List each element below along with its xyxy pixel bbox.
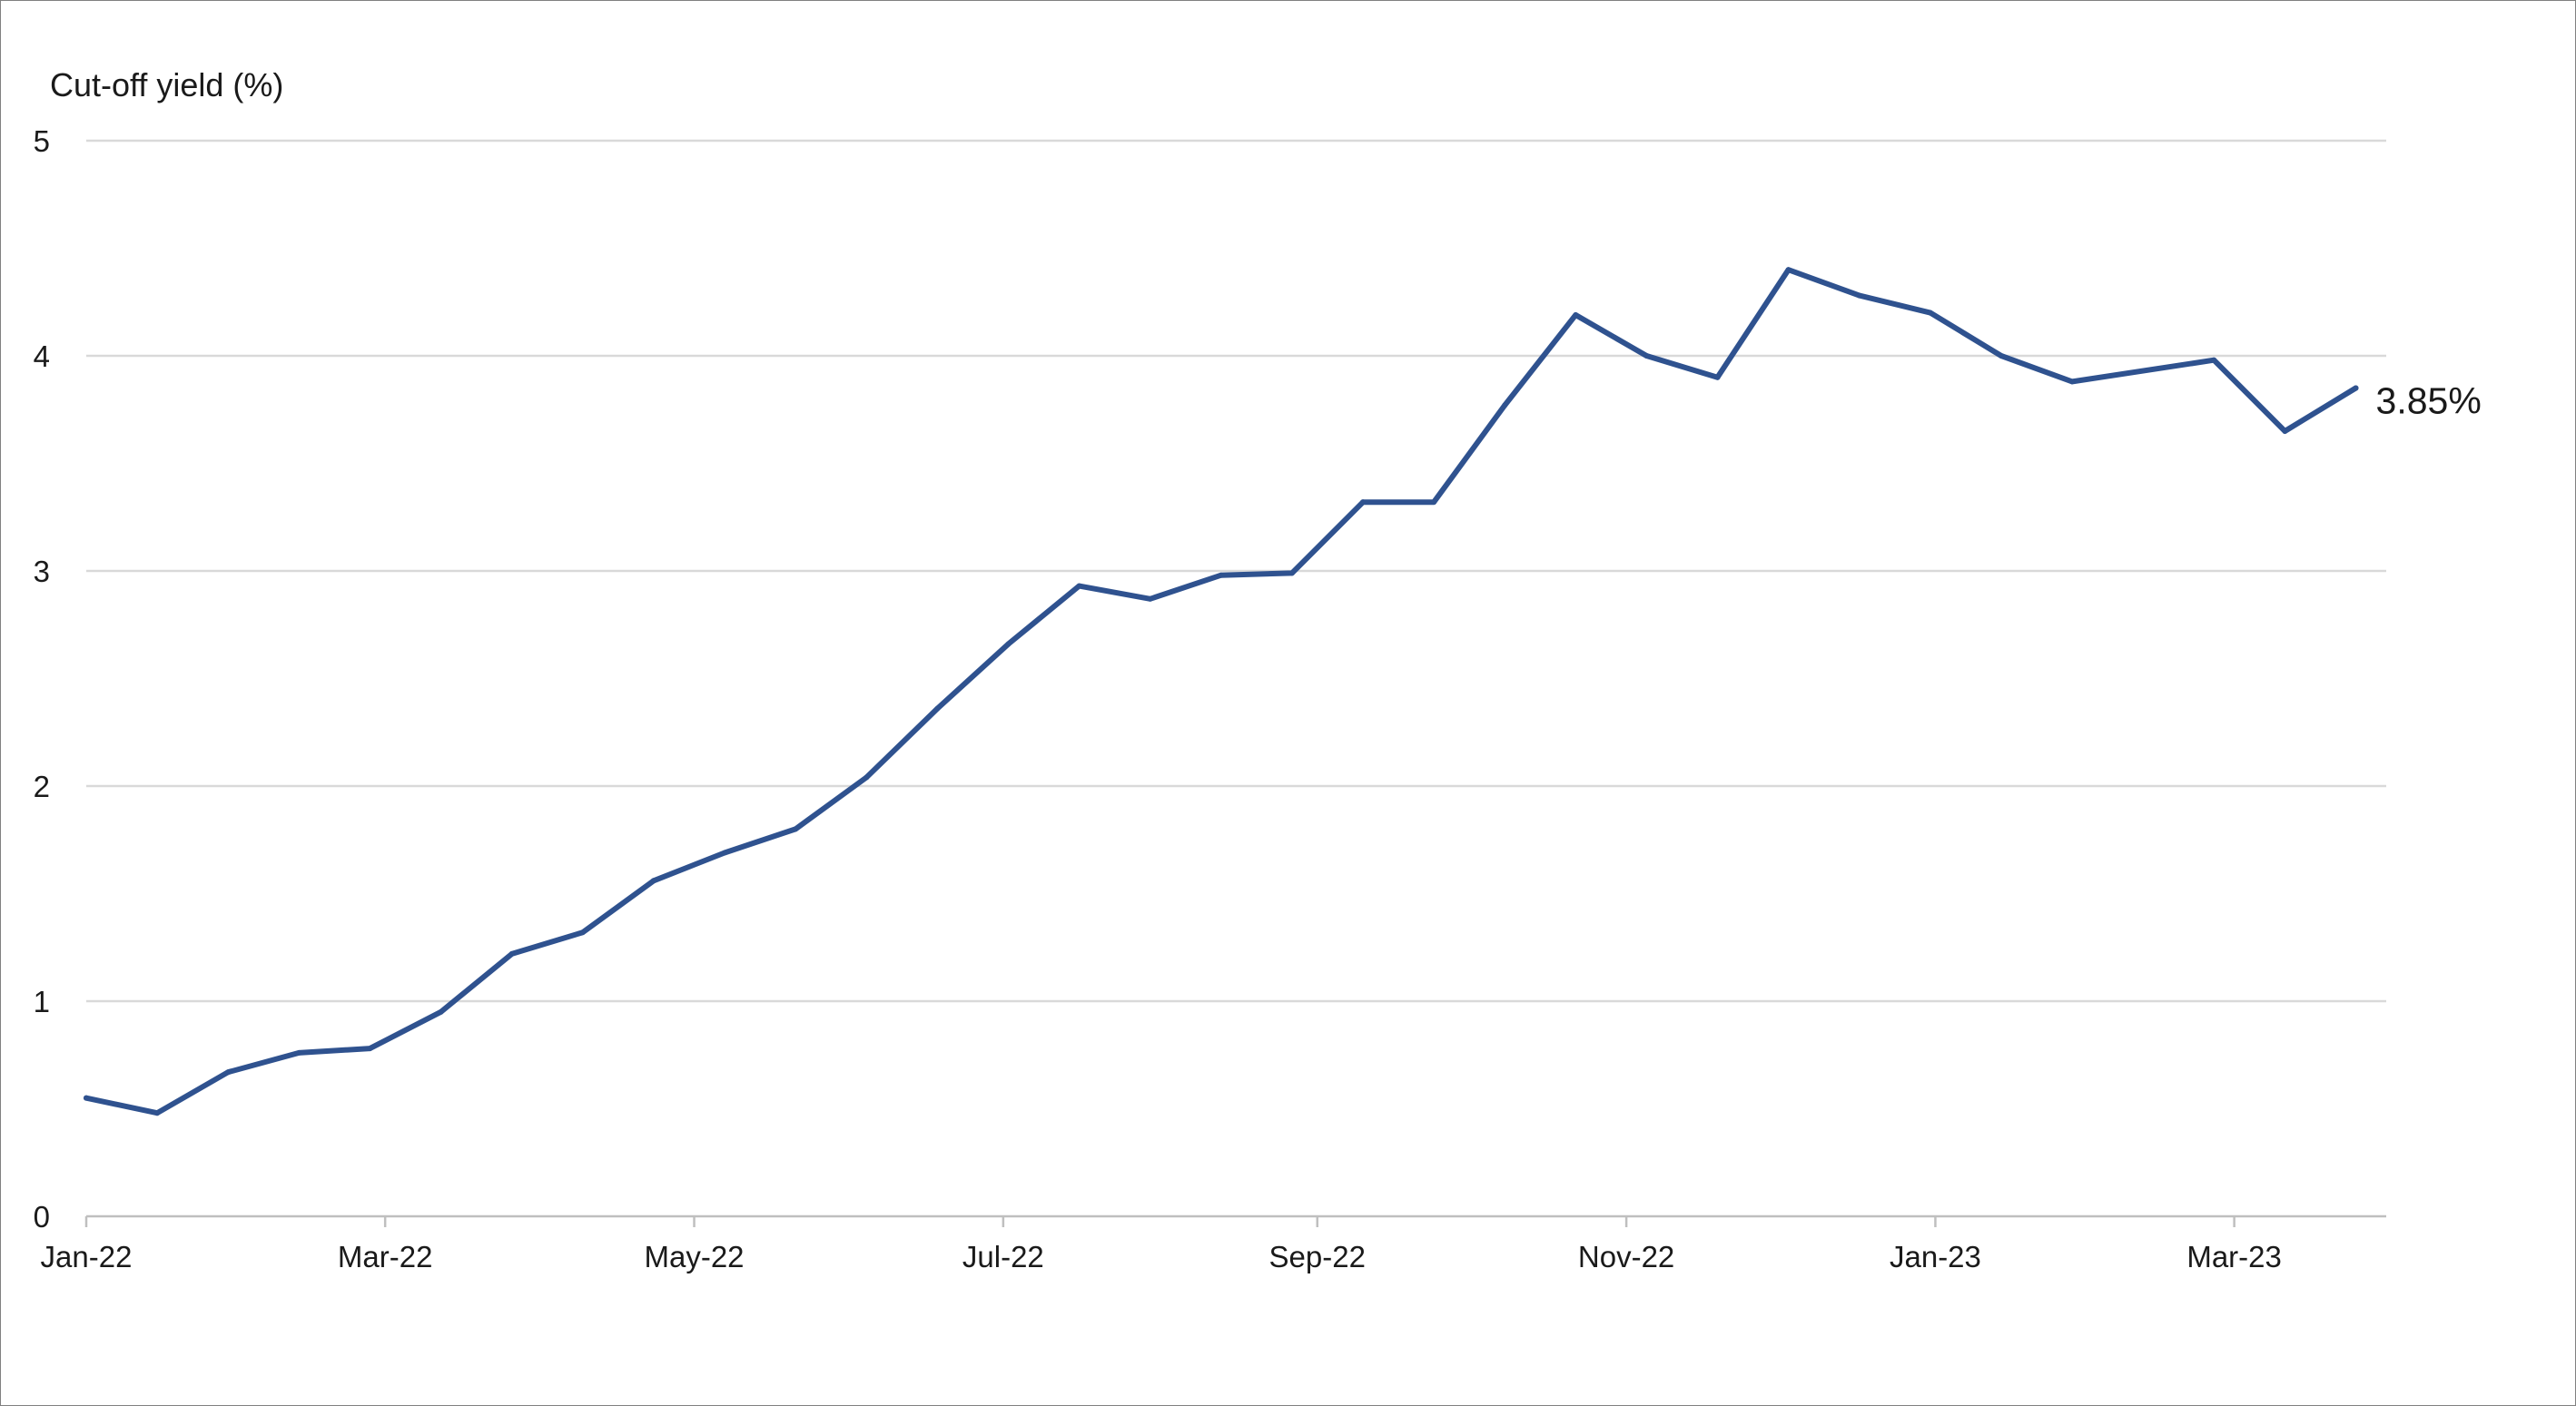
x-tick-label: Mar-22 [338, 1240, 433, 1273]
x-axis: Jan-22 Mar-22 May-22 Jul-22 Sep-22 Nov-22 Jan-… [41, 1214, 2386, 1273]
data-point [934, 705, 941, 712]
data-point [84, 1095, 89, 1101]
data-point [1218, 572, 1224, 578]
x-tick-label: Jan-22 [41, 1240, 133, 1273]
data-point [225, 1069, 232, 1076]
data-point [2353, 385, 2359, 391]
data-point [1076, 583, 1082, 589]
data-point [1005, 641, 1012, 647]
data-point [508, 950, 515, 957]
x-tick-label: May-22 [644, 1240, 744, 1273]
x-tick-label: Jan-23 [1890, 1240, 1981, 1273]
data-point [1431, 499, 1437, 506]
data-point [1714, 374, 1721, 380]
end-value-label: 3.85% [2376, 380, 2482, 422]
data-point [1147, 595, 1153, 602]
data-point [296, 1049, 302, 1056]
x-tick-label: Nov-22 [1578, 1240, 1674, 1273]
y-tick-label: 2 [34, 770, 50, 803]
data-point [1785, 267, 1791, 273]
data-point [1927, 310, 1933, 316]
series-line [84, 267, 2359, 1116]
x-tick-label: Jul-22 [962, 1240, 1044, 1273]
x-tick-label: Mar-23 [2186, 1240, 2282, 1273]
data-point [367, 1046, 373, 1052]
data-point [1288, 570, 1295, 576]
data-point [1998, 353, 2004, 359]
data-point [721, 850, 727, 856]
y-tick-label: 0 [34, 1200, 50, 1234]
data-point [793, 826, 799, 832]
data-point [438, 1008, 444, 1015]
y-axis: 0 1 2 3 4 5 [34, 124, 50, 1234]
gridlines [86, 139, 2386, 1003]
data-point [1573, 311, 1579, 318]
data-point [579, 929, 586, 936]
data-point [2211, 357, 2217, 363]
y-tick-label: 5 [34, 124, 50, 158]
series-layer [84, 267, 2359, 1116]
y-tick-label: 1 [34, 985, 50, 1018]
data-point [2069, 379, 2076, 385]
y-tick-label: 3 [34, 555, 50, 588]
x-tick-label: Sep-22 [1269, 1240, 1366, 1273]
y-tick-label: 4 [34, 339, 50, 373]
data-point [1502, 402, 1508, 408]
y-axis-title: Cut-off yield (%) [50, 66, 283, 103]
data-point [154, 1110, 161, 1116]
data-point [1359, 499, 1366, 506]
data-point [2282, 428, 2288, 434]
data-point [1856, 292, 1862, 299]
data-point [650, 878, 656, 884]
data-point [1643, 353, 1650, 359]
data-point [864, 774, 870, 781]
